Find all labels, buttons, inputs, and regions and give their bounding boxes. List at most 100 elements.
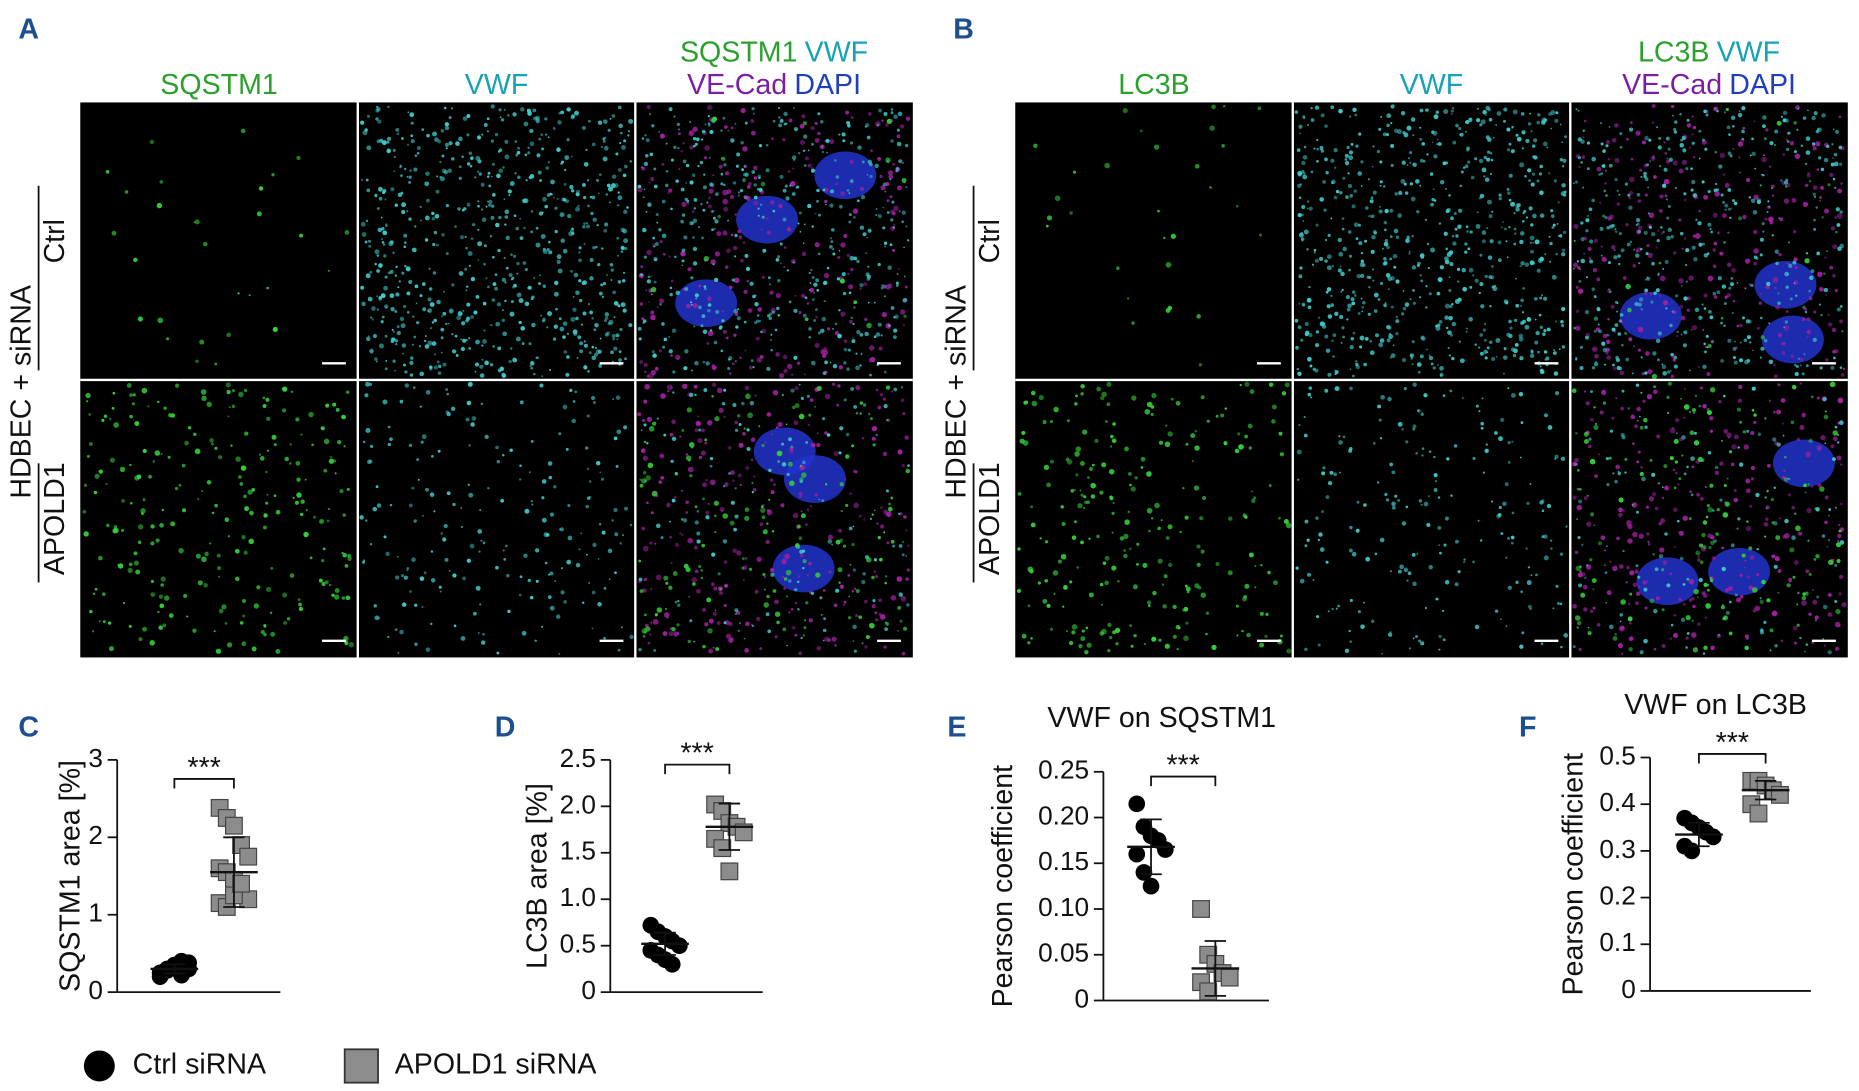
signal xyxy=(1025,401,1028,405)
signal xyxy=(152,460,155,463)
signal xyxy=(159,603,165,609)
signal xyxy=(1601,256,1607,263)
signal xyxy=(1838,523,1841,526)
signal xyxy=(1577,156,1582,160)
signal xyxy=(1330,294,1333,297)
signal xyxy=(612,290,616,295)
signal xyxy=(1593,361,1599,367)
signal xyxy=(1554,118,1559,123)
signal xyxy=(1436,323,1441,328)
signal xyxy=(160,583,164,587)
signal xyxy=(750,437,756,443)
signal xyxy=(787,461,793,467)
signal xyxy=(1532,213,1537,219)
signal xyxy=(772,389,779,396)
signal xyxy=(561,197,566,202)
signal xyxy=(489,235,493,238)
signal xyxy=(444,142,449,147)
signal xyxy=(1638,225,1643,230)
signal xyxy=(1481,239,1486,244)
signal xyxy=(1653,609,1658,614)
signal xyxy=(445,147,448,150)
signal xyxy=(784,553,790,560)
signal xyxy=(1387,396,1392,402)
signal xyxy=(1784,518,1789,524)
signal xyxy=(559,212,565,218)
signal xyxy=(779,242,782,245)
signal xyxy=(904,143,909,148)
signal xyxy=(398,280,401,283)
signal xyxy=(374,249,380,255)
signal xyxy=(1706,371,1711,376)
signal xyxy=(1716,290,1721,295)
signal xyxy=(1576,518,1579,521)
signal xyxy=(1334,311,1339,316)
signal xyxy=(376,503,382,508)
signal xyxy=(665,142,668,145)
signal xyxy=(864,331,869,337)
signal xyxy=(1632,531,1638,538)
signal xyxy=(714,219,719,224)
signal xyxy=(299,233,304,238)
signal xyxy=(834,159,837,162)
signal xyxy=(1553,179,1557,183)
signal xyxy=(1714,191,1720,197)
signal xyxy=(879,557,883,562)
signal xyxy=(719,591,723,596)
signal xyxy=(1438,544,1441,547)
signal xyxy=(1415,635,1418,638)
signal xyxy=(1296,449,1302,455)
signal xyxy=(318,578,323,583)
signal xyxy=(527,146,530,149)
signal xyxy=(1157,558,1163,564)
signal xyxy=(585,446,589,450)
signal xyxy=(1594,354,1599,359)
signal xyxy=(1432,188,1435,191)
signal xyxy=(1426,242,1430,245)
signal xyxy=(733,333,737,337)
signal xyxy=(488,184,492,188)
signal xyxy=(685,500,689,504)
signal xyxy=(897,185,902,191)
header-word: VE-Cad xyxy=(687,68,787,100)
signal xyxy=(531,322,536,328)
signal xyxy=(581,125,587,131)
signal xyxy=(589,310,593,315)
signal xyxy=(886,418,890,422)
signal xyxy=(296,492,302,498)
signal xyxy=(615,464,619,468)
signal xyxy=(1577,288,1584,294)
signal xyxy=(1401,521,1407,526)
signal xyxy=(1457,570,1461,574)
signal xyxy=(852,568,856,572)
signal xyxy=(1661,486,1664,489)
signal xyxy=(575,192,580,197)
header-word: VWF xyxy=(805,36,869,68)
signal xyxy=(226,390,231,395)
signal xyxy=(1576,504,1583,511)
signal xyxy=(1775,305,1780,310)
signal xyxy=(491,204,495,208)
signal xyxy=(1485,114,1487,116)
signal xyxy=(769,567,775,573)
signal xyxy=(744,146,747,149)
signal xyxy=(1648,138,1652,142)
signal xyxy=(1360,273,1365,279)
signal xyxy=(1780,179,1783,182)
signal xyxy=(1421,142,1425,146)
signal xyxy=(1796,365,1799,368)
signal xyxy=(517,175,521,180)
signal xyxy=(1827,313,1830,317)
signal xyxy=(1552,351,1557,355)
signal xyxy=(885,157,891,163)
signal xyxy=(342,552,347,558)
signal xyxy=(1553,371,1559,376)
signal xyxy=(1562,165,1565,168)
signal xyxy=(1574,550,1579,555)
signal xyxy=(362,130,368,136)
signal xyxy=(535,226,539,230)
signal xyxy=(884,190,887,193)
signal xyxy=(1350,297,1355,302)
signal xyxy=(430,550,434,553)
signal xyxy=(1612,472,1615,475)
